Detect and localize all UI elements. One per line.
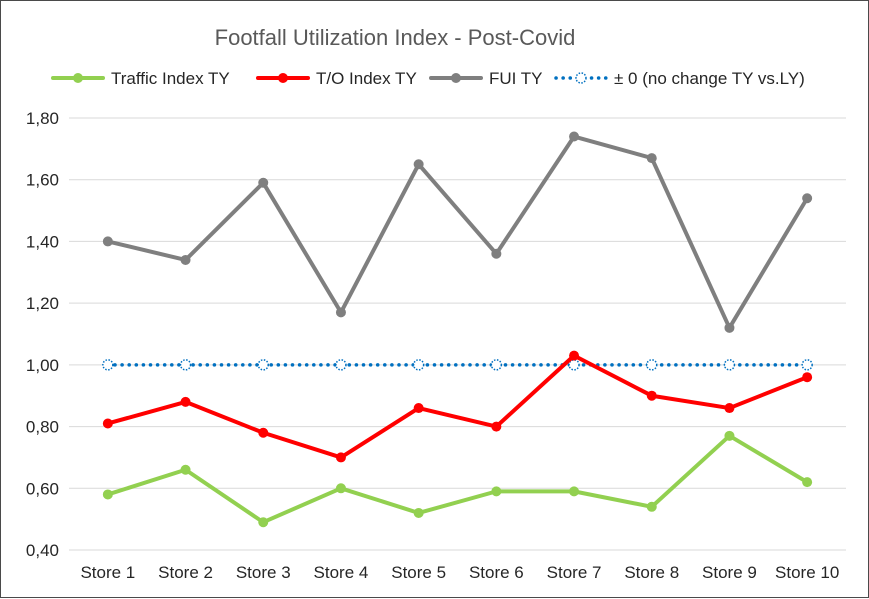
data-point <box>335 307 346 318</box>
y-tick-label: 0,40 <box>26 541 59 560</box>
series-layer <box>102 131 813 528</box>
legend-item: T/O Index TY <box>256 69 417 88</box>
data-point <box>180 464 191 475</box>
legend-marker <box>575 72 587 84</box>
y-tick-label: 1,00 <box>26 356 59 375</box>
data-point <box>802 372 813 383</box>
gridlines <box>69 117 846 551</box>
data-point <box>179 359 192 371</box>
legend-marker <box>451 73 461 83</box>
series-line <box>105 433 810 525</box>
data-point <box>102 236 113 247</box>
data-point <box>569 131 580 142</box>
chart-title: Footfall Utilization Index - Post-Covid <box>215 25 576 50</box>
y-tick-label: 1,40 <box>26 232 59 251</box>
x-tick-label: Store 8 <box>624 563 679 582</box>
legend-marker <box>73 73 83 83</box>
series-1 <box>102 430 813 528</box>
x-tick-label: Store 5 <box>391 563 446 582</box>
legend-label: T/O Index TY <box>316 69 417 88</box>
data-point <box>335 483 346 494</box>
data-point <box>724 322 735 333</box>
data-point <box>257 359 269 371</box>
data-point <box>646 501 657 512</box>
x-tick-label: Store 4 <box>314 563 369 582</box>
series-line <box>105 353 810 460</box>
y-tick-label: 1,80 <box>26 109 59 128</box>
series-4 <box>102 359 813 371</box>
data-point <box>180 396 191 407</box>
series-2 <box>102 350 813 463</box>
data-point <box>102 418 113 429</box>
data-point <box>335 452 346 463</box>
data-point <box>102 359 114 371</box>
y-tick-label: 1,20 <box>26 294 59 313</box>
data-point <box>802 477 813 488</box>
x-tick-label: Store 7 <box>547 563 602 582</box>
data-point <box>180 254 191 265</box>
data-point <box>802 193 813 204</box>
x-tick-label: Store 3 <box>236 563 291 582</box>
series-3 <box>102 131 813 333</box>
data-point <box>335 359 347 371</box>
legend-marker <box>278 73 288 83</box>
data-point <box>412 359 425 371</box>
data-point <box>491 486 502 497</box>
legend-label: ± 0 (no change TY vs.LY) <box>614 69 805 88</box>
data-point <box>258 517 269 528</box>
y-tick-label: 0,80 <box>26 418 59 437</box>
y-axis: 0,40 0,60 0,80 1,00 1,20 1,40 1,60 1,80 <box>26 109 59 560</box>
data-point <box>258 427 269 438</box>
legend-label: FUI TY <box>489 69 543 88</box>
data-point <box>646 359 658 371</box>
y-tick-label: 1,60 <box>26 171 59 190</box>
data-point <box>413 159 424 170</box>
x-tick-label: Store 2 <box>158 563 213 582</box>
legend-item: FUI TY <box>429 69 543 88</box>
data-point <box>724 430 735 441</box>
legend: Traffic Index TY T/O Index TY FUI TY ± 0 (n… <box>51 69 805 88</box>
data-point <box>102 489 113 500</box>
data-point <box>569 350 580 361</box>
legend-item: Traffic Index TY <box>51 69 230 88</box>
data-point <box>258 177 269 188</box>
series-line <box>105 134 810 330</box>
data-point <box>413 403 424 414</box>
data-point <box>646 390 657 401</box>
x-axis: Store 1 Store 2 Store 3 Store 4 Store 5 Store… <box>80 563 839 582</box>
data-point <box>646 153 657 164</box>
legend-item: ± 0 (no change TY vs.LY) <box>554 69 805 88</box>
data-point <box>413 507 424 518</box>
y-tick-label: 0,60 <box>26 479 59 498</box>
data-point <box>491 248 502 259</box>
data-point <box>724 403 735 414</box>
data-point <box>723 359 736 371</box>
data-point <box>491 421 502 432</box>
x-tick-label: Store 1 <box>80 563 135 582</box>
x-tick-label: Store 6 <box>469 563 524 582</box>
x-tick-label: Store 9 <box>702 563 757 582</box>
data-point <box>569 486 580 497</box>
data-point <box>801 359 813 371</box>
x-tick-label: Store 10 <box>775 563 839 582</box>
data-point <box>490 359 503 371</box>
data-point <box>568 359 580 371</box>
legend-label: Traffic Index TY <box>111 69 230 88</box>
